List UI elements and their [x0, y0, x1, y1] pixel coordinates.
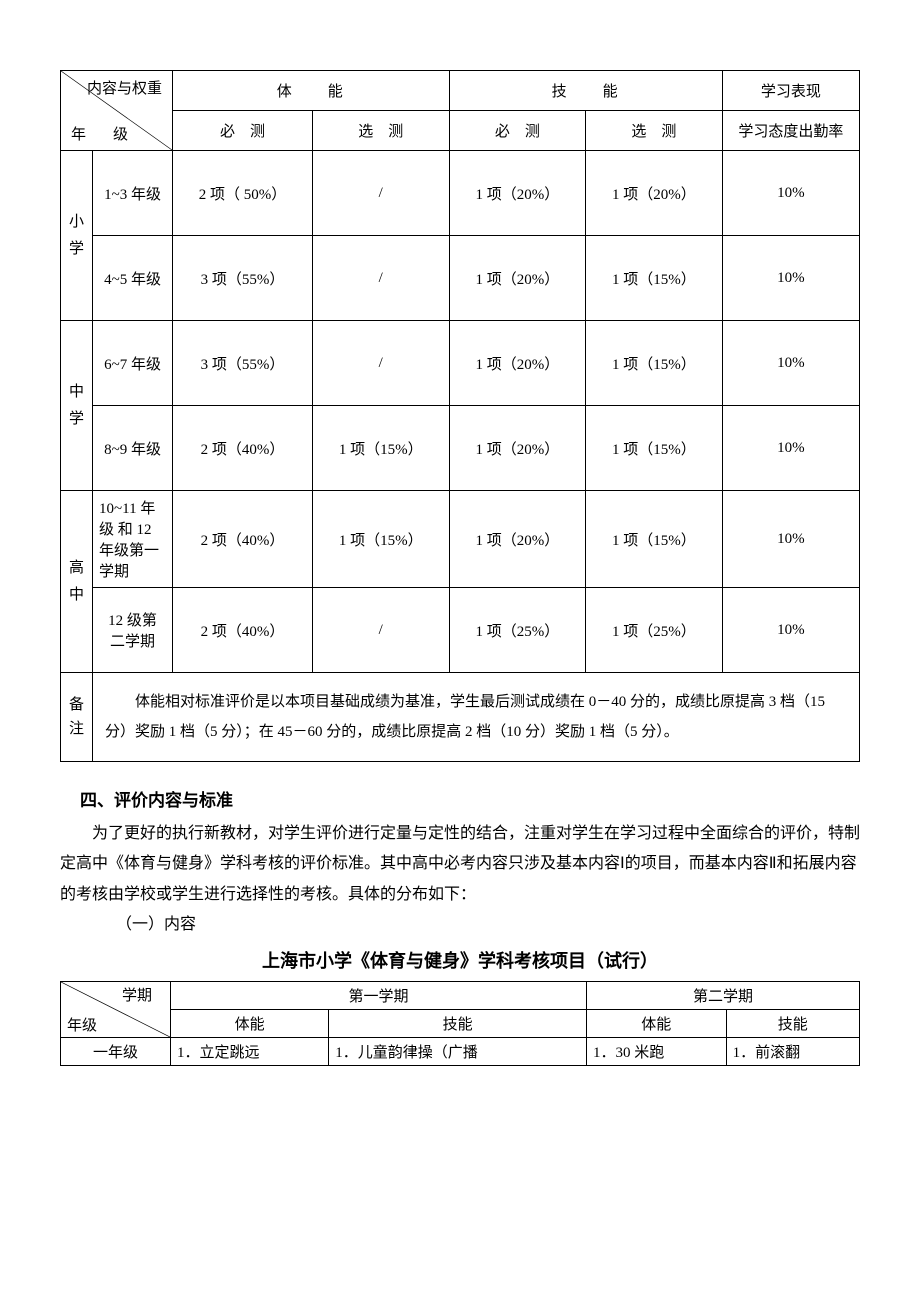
grade-cell: 12 级第二学期 [93, 588, 173, 673]
data-cell: 1．30 米跑 [586, 1037, 726, 1065]
header-grade: 年级 [67, 1014, 97, 1035]
data-cell: 1 项（15%） [586, 236, 723, 321]
data-cell: 1 项（20%） [449, 406, 586, 491]
data-cell: 2 项（40%） [173, 588, 313, 673]
subcol-attitude: 学习态度出勤率 [722, 111, 859, 151]
section-title: 四、评价内容与标准 [60, 786, 860, 811]
table-row: 一年级 1．立定跳远 1．儿童韵律操（广播 1．30 米跑 1．前滚翻 [61, 1037, 860, 1065]
data-cell: 1 项（15%） [586, 321, 723, 406]
semester2-header: 第二学期 [586, 981, 859, 1009]
sem1-skill-header: 技能 [329, 1009, 587, 1037]
data-cell: 1．前滚翻 [726, 1037, 859, 1065]
weight-table: 内容与权重 年 级 体 能 技 能 学习表现 必 测 选 测 必 测 选 测 学… [60, 70, 860, 762]
data-cell: 1 项（20%） [449, 491, 586, 588]
col-group-skill: 技 能 [449, 71, 722, 111]
group-middle: 中学 [61, 321, 93, 491]
subcol-optional-1: 选 测 [312, 111, 449, 151]
table-row: 高中 10~11 年级 和 12 年级第一学期 2 项（40%） 1 项（15%… [61, 491, 860, 588]
data-cell: 2 项（ 50%） [173, 151, 313, 236]
data-cell: 1 项（15%） [586, 406, 723, 491]
data-cell: 1 项（20%） [449, 321, 586, 406]
header-content-weight: 内容与权重 [87, 77, 162, 98]
data-cell: 10% [722, 151, 859, 236]
grade-cell: 10~11 年级 和 12 年级第一学期 [93, 491, 173, 588]
data-cell: 1 项（25%） [586, 588, 723, 673]
grade-cell: 1~3 年级 [93, 151, 173, 236]
table2-title: 上海市小学《体育与健身》学科考核项目（试行） [60, 947, 860, 973]
data-cell: 10% [722, 491, 859, 588]
sem1-physical-header: 体能 [171, 1009, 329, 1037]
group-primary: 小学 [61, 151, 93, 321]
header-semester: 学期 [122, 984, 152, 1005]
sem2-physical-header: 体能 [586, 1009, 726, 1037]
grade-cell: 6~7 年级 [93, 321, 173, 406]
data-cell: 3 项（55%） [173, 236, 313, 321]
semester1-header: 第一学期 [171, 981, 587, 1009]
table-row: 中学 6~7 年级 3 项（55%） / 1 项（20%） 1 项（15%） 1… [61, 321, 860, 406]
data-cell: 1 项（20%） [449, 236, 586, 321]
remark-label: 备注 [61, 673, 93, 762]
col-group-physical: 体 能 [173, 71, 450, 111]
subcol-required-2: 必 测 [449, 111, 586, 151]
remark-content: 体能相对标准评价是以本项目基础成绩为基准，学生最后测试成绩在 0－40 分的，成… [93, 673, 860, 762]
grade-cell: 一年级 [61, 1037, 171, 1065]
data-cell: 1 项（20%） [449, 151, 586, 236]
data-cell: 1．立定跳远 [171, 1037, 329, 1065]
table-row: 4~5 年级 3 项（55%） / 1 项（20%） 1 项（15%） 10% [61, 236, 860, 321]
data-cell: 1 项（25%） [449, 588, 586, 673]
header-grade-label: 年 级 [71, 123, 134, 144]
data-cell: / [312, 236, 449, 321]
data-cell: 10% [722, 588, 859, 673]
data-cell: 10% [722, 236, 859, 321]
data-cell: 1 项（15%） [586, 491, 723, 588]
remark-row: 备注 体能相对标准评价是以本项目基础成绩为基准，学生最后测试成绩在 0－40 分… [61, 673, 860, 762]
data-cell: 10% [722, 321, 859, 406]
col-group-performance: 学习表现 [722, 71, 859, 111]
diagonal-header-cell-2: 学期 年级 [61, 981, 171, 1037]
data-cell: 1 项（15%） [312, 406, 449, 491]
data-cell: / [312, 588, 449, 673]
group-high: 高中 [61, 491, 93, 673]
section-paragraph: 为了更好的执行新教材，对学生评价进行定量与定性的结合，注重对学生在学习过程中全面… [60, 819, 860, 910]
data-cell: / [312, 151, 449, 236]
sem2-skill-header: 技能 [726, 1009, 859, 1037]
data-cell: 10% [722, 406, 859, 491]
data-cell: 2 项（40%） [173, 406, 313, 491]
data-cell: 1 项（20%） [586, 151, 723, 236]
grade-cell: 8~9 年级 [93, 406, 173, 491]
subcol-optional-2: 选 测 [586, 111, 723, 151]
data-cell: / [312, 321, 449, 406]
subcol-required-1: 必 测 [173, 111, 313, 151]
table-row: 12 级第二学期 2 项（40%） / 1 项（25%） 1 项（25%） 10… [61, 588, 860, 673]
data-cell: 1．儿童韵律操（广播 [329, 1037, 587, 1065]
section-subheading: （一）内容 [60, 910, 860, 940]
data-cell: 2 项（40%） [173, 491, 313, 588]
grade-cell: 4~5 年级 [93, 236, 173, 321]
table-row: 小学 1~3 年级 2 项（ 50%） / 1 项（20%） 1 项（20%） … [61, 151, 860, 236]
diagonal-header-cell: 内容与权重 年 级 [61, 71, 173, 151]
data-cell: 3 项（55%） [173, 321, 313, 406]
data-cell: 1 项（15%） [312, 491, 449, 588]
exam-items-table: 学期 年级 第一学期 第二学期 体能 技能 体能 技能 一年级 1．立定跳远 1… [60, 981, 860, 1066]
table-row: 8~9 年级 2 项（40%） 1 项（15%） 1 项（20%） 1 项（15… [61, 406, 860, 491]
